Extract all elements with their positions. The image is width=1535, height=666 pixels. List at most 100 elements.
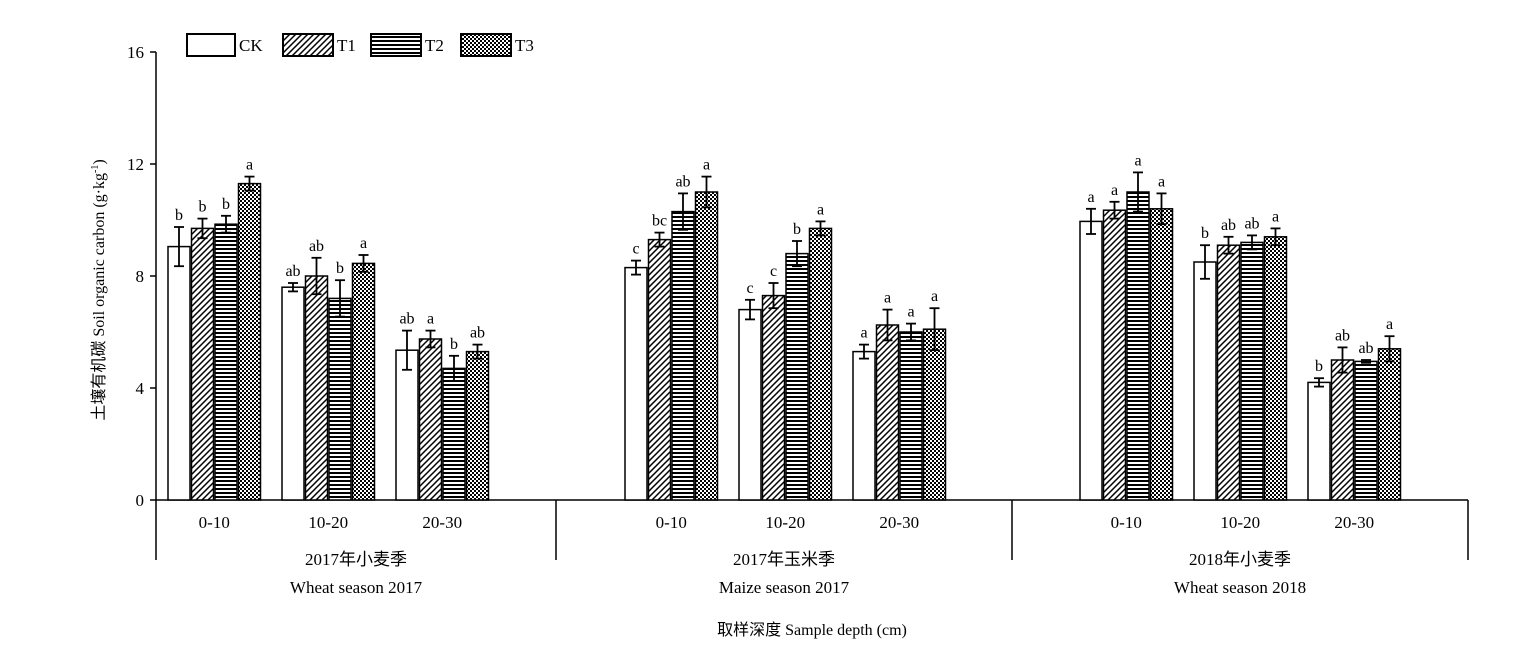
significance-letter: b <box>1201 225 1209 242</box>
significance-letter: bc <box>652 213 667 230</box>
bar-ck <box>852 350 876 501</box>
significance-letter: a <box>1158 173 1165 190</box>
y-tick-label: 8 <box>136 267 145 286</box>
bar-ck <box>624 266 648 501</box>
depth-label: 0-10 <box>1111 513 1142 532</box>
bar-ck <box>1079 220 1103 501</box>
significance-letter: ab <box>285 263 300 280</box>
legend-label: T3 <box>515 36 534 55</box>
bar-ck <box>1307 381 1331 501</box>
depth-label: 10-20 <box>308 513 348 532</box>
significance-letter: a <box>931 288 938 305</box>
significance-letter: a <box>817 201 824 218</box>
significance-letter: ab <box>399 311 414 328</box>
depth-group: cbc aba <box>624 157 719 501</box>
bar-t3 <box>1149 208 1174 501</box>
bar-t3 <box>351 262 376 501</box>
significance-letter: a <box>1111 182 1118 199</box>
bar-t2 <box>671 210 695 501</box>
depth-group: cc ba <box>738 201 833 501</box>
bar-t2 <box>1354 360 1378 501</box>
significance-letter: a <box>246 157 253 174</box>
season-label-en: Maize season 2017 <box>719 578 850 597</box>
bar-t1 <box>1216 244 1241 501</box>
bar-ck <box>281 286 305 501</box>
legend-item-ck: CK <box>186 33 263 57</box>
season-label-en: Wheat season 2017 <box>290 578 423 597</box>
bar-t2 <box>1240 241 1264 501</box>
bar-t3 <box>694 191 719 501</box>
bar-t2 <box>785 252 809 501</box>
significance-letter: b <box>175 207 183 224</box>
legend-swatch <box>282 33 334 57</box>
bar-t1 <box>1102 209 1127 501</box>
bar-t1 <box>647 238 672 501</box>
legend: CK T1 T2 T3 <box>186 33 534 57</box>
significance-letter: b <box>222 196 230 213</box>
significance-letter: a <box>427 311 434 328</box>
bar-t1 <box>875 324 900 501</box>
depth-label: 0-10 <box>656 513 687 532</box>
legend-item-t3: T3 <box>460 33 534 57</box>
significance-letter: a <box>1386 316 1393 333</box>
bar-t3 <box>1377 348 1402 501</box>
depth-label: 20-30 <box>879 513 919 532</box>
depth-label: 0-10 <box>199 513 230 532</box>
bar-t1 <box>418 338 443 501</box>
bar-t2 <box>899 331 923 501</box>
significance-letter: ab <box>1335 327 1350 344</box>
y-tick-label: 12 <box>127 155 144 174</box>
y-tick-label: 16 <box>127 43 144 62</box>
significance-letter: ab <box>1358 340 1373 357</box>
bar-t1 <box>304 275 329 501</box>
depth-group: b b ba <box>167 157 262 501</box>
bar-t1 <box>190 227 215 501</box>
depth-label: 20-30 <box>422 513 462 532</box>
significance-letter: ab <box>675 173 690 190</box>
y-tick-label: 0 <box>136 491 145 510</box>
x-axis: 0-10 10-20 20-30 0-10 10-20 20-30 0-10 10-20 20-… <box>155 499 1469 597</box>
significance-letter: a <box>360 235 367 252</box>
significance-letter: ab <box>470 325 485 342</box>
bar-t3 <box>1263 236 1288 501</box>
season-label-cn: 2017年玉米季 <box>733 550 835 569</box>
significance-letter: ab <box>1221 217 1236 234</box>
legend-item-t2: T2 <box>370 33 444 57</box>
bar-ck <box>395 349 419 501</box>
depth-label: 10-20 <box>765 513 805 532</box>
significance-letter: c <box>770 263 777 280</box>
significance-letter: b <box>793 221 801 238</box>
x-axis-title: 取样深度 Sample depth (cm) <box>717 621 907 639</box>
significance-letter: c <box>746 280 753 297</box>
legend-label: CK <box>239 36 263 55</box>
significance-letter: b <box>199 199 207 216</box>
bar-t2 <box>214 223 238 501</box>
significance-letter: a <box>1134 152 1141 169</box>
bar-t3 <box>808 227 833 501</box>
bar-ck <box>738 308 762 501</box>
significance-letter: a <box>860 325 867 342</box>
legend-swatch <box>186 33 236 57</box>
significance-letter: a <box>907 304 914 321</box>
y-axis: 0 4 8 12 16 <box>127 43 157 510</box>
bar-t3 <box>465 350 490 501</box>
bar-ck <box>167 245 191 501</box>
significance-letter: b <box>336 260 344 277</box>
significance-letter: ab <box>309 238 324 255</box>
legend-swatch <box>460 33 512 57</box>
significance-letter: b <box>1315 358 1323 375</box>
legend-label: T1 <box>337 36 356 55</box>
bar-t3 <box>237 182 262 501</box>
significance-letter: b <box>450 336 458 353</box>
